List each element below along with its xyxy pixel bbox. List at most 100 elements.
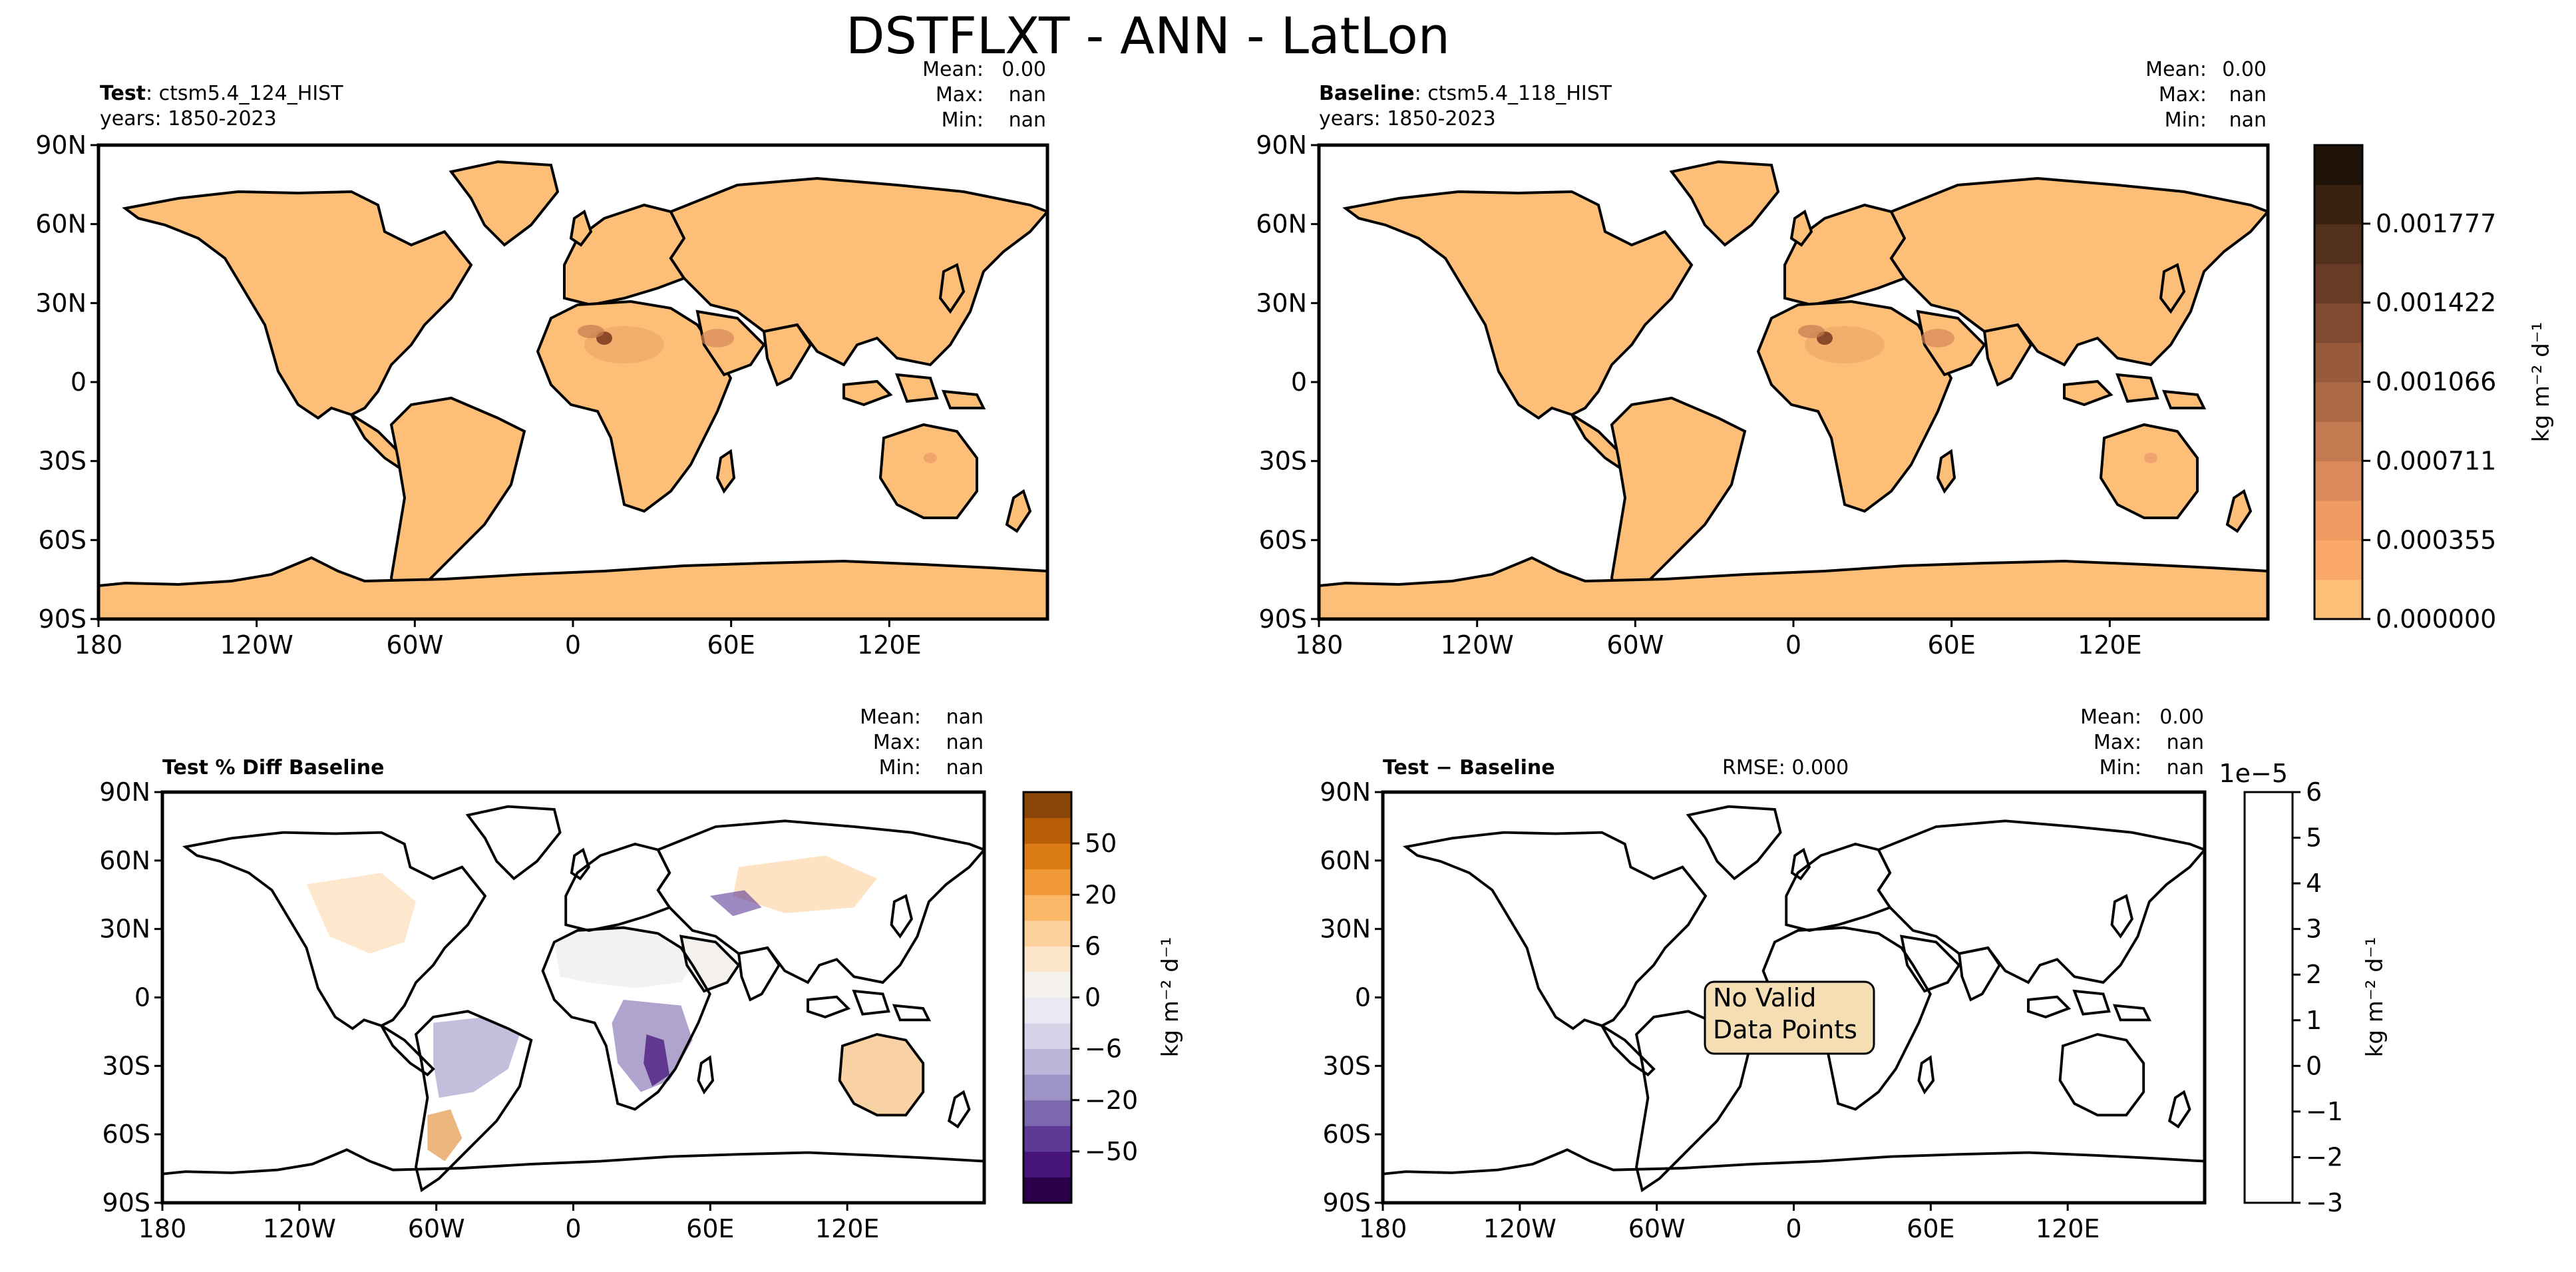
colorbar-segment: [1023, 1126, 1071, 1152]
colorbar-diff-label: kg m⁻² d⁻¹: [2362, 937, 2388, 1058]
lat-tick-label: 90N: [1256, 130, 1307, 160]
stat-min-value: nan: [946, 756, 984, 779]
stat-mean-value: 0.00: [1002, 58, 1046, 81]
lon-tick-label: 120E: [2036, 1214, 2100, 1243]
stat-mean-value: nan: [946, 706, 984, 729]
lon-tick-label: 120W: [220, 630, 293, 660]
colorbar-tick-label: 20: [1085, 880, 1117, 909]
stat-max-label: Max:: [2094, 731, 2141, 754]
lat-tick-label: 90N: [99, 777, 150, 807]
colorbar-segment: [1023, 1048, 1071, 1075]
colorbar-segment: [2314, 540, 2362, 580]
lat-tick-label: 0: [134, 983, 150, 1012]
colorbar-tick-label: 0: [1085, 983, 1101, 1012]
colorbar-segment: [1023, 1151, 1071, 1177]
stat-min-label: Min:: [2100, 756, 2141, 779]
stat-max-label: Max:: [936, 83, 984, 106]
figure-title: DSTFLXT - ANN - LatLon: [846, 6, 1450, 65]
colorbar-segment: [1023, 946, 1071, 972]
panel-pctdiff: Test % Diff Baseline Mean: nan Max: nan …: [99, 706, 986, 1243]
lon-tick-label: 120W: [263, 1214, 336, 1243]
colorbar-segment: [2314, 264, 2362, 304]
lat-tick-label: 30N: [1320, 915, 1371, 944]
colorbar-tick-label: −3: [2306, 1188, 2343, 1217]
lon-tick-label: 120E: [857, 630, 922, 660]
no-data-box: No Valid Data Points: [1704, 980, 1875, 1055]
panel-diff: Test − Baseline RMSE: 0.000 Mean: 0.00 M…: [1320, 706, 2207, 1243]
colorbar-tick-label: 0.001066: [2376, 367, 2496, 397]
lat-tick-label: 60N: [35, 210, 87, 239]
diff-rmse: RMSE: 0.000: [1722, 756, 1849, 779]
stat-min-label: Min:: [2165, 108, 2207, 132]
colorbar-tick-label: 0.000711: [2376, 446, 2496, 475]
colorbar-pctdiff-label: kg m⁻² d⁻¹: [1157, 937, 1184, 1058]
lat-tick-label: 90N: [35, 130, 87, 160]
panel-test: Test: ctsm5.4_124_HIST years: 1850-2023 …: [35, 58, 1049, 660]
lat-tick-label: 60S: [102, 1120, 150, 1149]
lon-tick-label: 120W: [1483, 1214, 1557, 1243]
colorbar-tick-label: 0: [2306, 1051, 2322, 1080]
colorbar-diff: 1e−5 6 5 4 3 2 1 0 −1 −2 −3 kg m⁻² d⁻¹: [2219, 759, 2388, 1217]
lat-tick-label: 0: [71, 367, 87, 397]
colorbar-segment: [1023, 895, 1071, 921]
colorbar-tick-label: −50: [1085, 1137, 1138, 1166]
no-data-line2: Data Points: [1713, 1015, 1857, 1044]
colorbar-pctdiff-ticks: 50 20 6 0 −6 −20 −50: [1071, 829, 1138, 1166]
stat-mean-value: 0.00: [2222, 58, 2267, 81]
lat-tick-label: 90N: [1320, 777, 1371, 807]
stat-max-value: nan: [1009, 83, 1046, 106]
colorbar-segment: [1023, 817, 1071, 844]
colorbar-pctdiff-segments: [1023, 792, 1071, 1203]
colorbar-tick-label: 50: [1085, 829, 1117, 858]
colorbar-segment: [2314, 184, 2362, 225]
test-years: years: 1850-2023: [100, 107, 277, 130]
colorbar-tick-label: 1: [2306, 1006, 2322, 1035]
lat-tick-label: 90S: [102, 1188, 150, 1217]
colorbar-tick-label: −6: [1085, 1034, 1122, 1064]
baseline-years: years: 1850-2023: [1319, 107, 1496, 130]
colorbar-segment: [1023, 843, 1071, 870]
colorbar-segment: [2314, 224, 2362, 264]
lat-tick-label: 30N: [35, 288, 87, 318]
colorbar-tick-label: 0.000355: [2376, 525, 2496, 554]
stat-max-label: Max:: [2159, 83, 2207, 106]
test-label: Test: ctsm5.4_124_HIST: [100, 82, 343, 105]
colorbar-segment: [2314, 421, 2362, 462]
colorbar-tick-label: 4: [2306, 869, 2322, 898]
stat-min-value: nan: [1009, 108, 1046, 132]
colorbar-segment: [2314, 501, 2362, 540]
colorbar-tick-label: 6: [2306, 777, 2322, 807]
lon-tick-label: 180: [1359, 1214, 1407, 1243]
stat-max-label: Max:: [873, 731, 921, 754]
lon-tick-label: 60W: [408, 1214, 465, 1243]
stat-max-value: nan: [946, 731, 984, 754]
lon-tick-label: 120E: [2078, 630, 2142, 660]
stat-mean-label: Mean:: [860, 706, 921, 729]
lon-tick-label: 60W: [1606, 630, 1664, 660]
lat-tick-label: 90S: [1259, 604, 1307, 634]
map-test: [96, 143, 1049, 621]
stat-max-value: nan: [2229, 83, 2267, 106]
lat-tick-label: 90S: [1323, 1188, 1371, 1217]
lon-tick-label: 180: [1295, 630, 1344, 660]
colorbar-tick-label: 5: [2306, 823, 2322, 853]
lat-tick-label: 30S: [1323, 1051, 1371, 1080]
lon-tick-label: 60E: [686, 1214, 734, 1243]
lon-tick-label: 180: [75, 630, 123, 660]
lon-tick-label: 180: [138, 1214, 187, 1243]
baseline-label: Baseline: ctsm5.4_118_HIST: [1319, 82, 1612, 105]
lon-tick-label: 0: [565, 630, 581, 660]
lon-tick-label: 0: [565, 1214, 581, 1243]
stat-mean-label: Mean:: [2080, 706, 2141, 729]
colorbar-segment: [1023, 997, 1071, 1024]
diff-stats: Mean: 0.00 Max: nan Min: nan: [2080, 706, 2204, 779]
colorbar-tick-label: 0.000000: [2376, 604, 2496, 634]
lat-tick-label: 60S: [1259, 525, 1307, 554]
lat-tick-label: 60S: [39, 525, 87, 554]
lat-tick-label: 60N: [1256, 210, 1307, 239]
lon-tick-label: 120W: [1441, 630, 1514, 660]
colorbar-segment: [2314, 579, 2362, 620]
